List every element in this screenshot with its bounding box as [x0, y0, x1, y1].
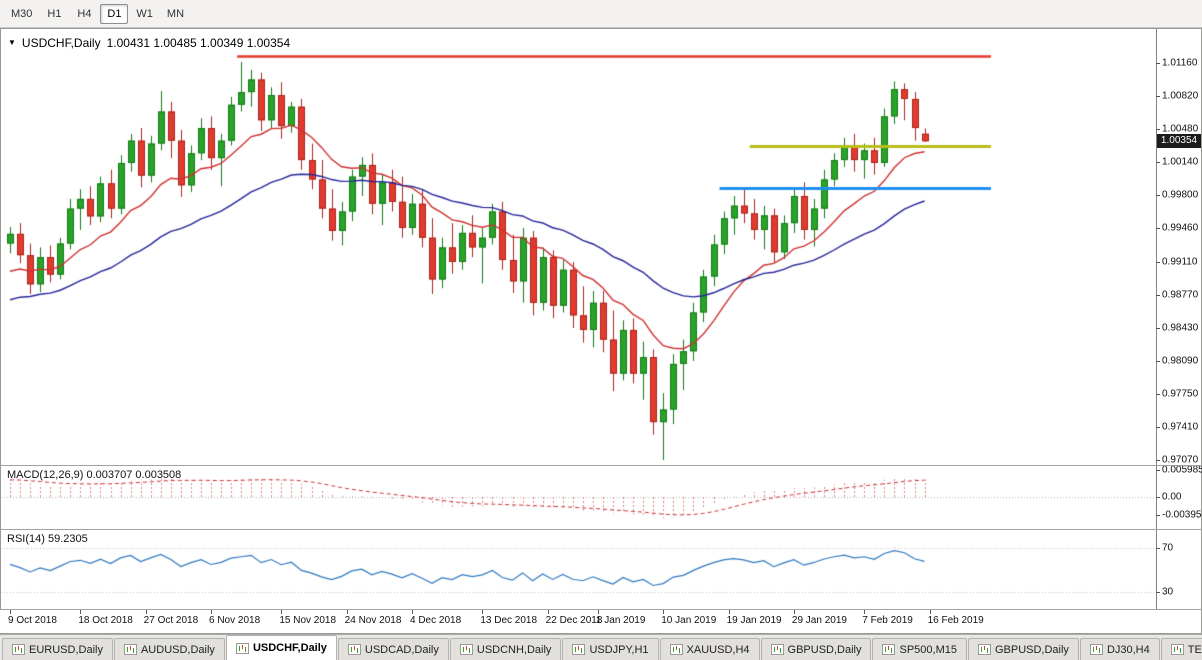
chart-tab-label: USDJPY,H1 [589, 643, 649, 656]
chart-tab-label: DJ30,H4 [1106, 643, 1150, 656]
mini-chart-icon [123, 644, 137, 655]
rsi-indicator-label: RSI(14) 59.2305 [7, 533, 88, 545]
chart-tab-xauusd-h4[interactable]: XAUUSD,H4 [659, 638, 760, 660]
chart-tab-usdcad-daily[interactable]: USDCAD,Daily [337, 638, 449, 660]
symbol-name: USDCHF,Daily [21, 36, 101, 50]
chart-tab-usdchf-daily[interactable]: USDCHF,Daily [225, 635, 337, 660]
chart-tab-label: TECH100,H1 [1187, 643, 1202, 656]
chart-tab-label: XAUUSD,H4 [686, 643, 750, 656]
mini-chart-icon [1089, 644, 1103, 655]
current-price-badge: 1.00354 [1157, 134, 1201, 149]
timeframe-button-h4[interactable]: H4 [77, 7, 92, 20]
chart-tab-label: USDCNH,Daily [476, 643, 552, 656]
mini-chart-icon [572, 644, 586, 655]
timeframe-button-mn[interactable]: MN [166, 7, 185, 20]
mini-chart-icon [1170, 644, 1184, 655]
date-axis-separator [0, 609, 1202, 610]
chart-tab-bar: EURUSD,Daily AUDUSD,Daily USDCHF,Daily USDC… [0, 634, 1202, 660]
mini-chart-icon [669, 644, 683, 655]
mini-chart-icon [347, 644, 361, 655]
mini-chart-icon [977, 644, 991, 655]
chart-title: ▼ USDCHF,Daily 1.00431 1.00485 1.00349 1… [8, 36, 290, 50]
chart-tab-eurusd-daily[interactable]: EURUSD,Daily [2, 638, 113, 660]
chart-tab-label: AUDUSD,Daily [140, 643, 215, 656]
chart-tab-gbpusd-daily[interactable]: GBPUSD,Daily [967, 638, 1079, 660]
chart-tab-label: USDCHF,Daily [252, 642, 327, 654]
chart-tab-label: GBPUSD,Daily [787, 643, 862, 656]
chart-tab-label: EURUSD,Daily [29, 643, 103, 656]
mini-chart-icon [882, 644, 896, 655]
pane-separator-macd[interactable] [0, 465, 1202, 466]
chart-tab-label: USDCAD,Daily [364, 643, 439, 656]
date-axis[interactable] [0, 610, 1201, 633]
mini-chart-icon [12, 644, 25, 655]
timeframe-toolbar: M30 H1 H4 D1 W1 MN [0, 0, 1202, 28]
timeframe-button-m30[interactable]: M30 [11, 7, 33, 20]
chart-tab-label: SP500,M15 [899, 643, 957, 656]
chart-tab-label: GBPUSD,Daily [994, 643, 1069, 656]
ohlc-readout: 1.00431 1.00485 1.00349 1.00354 [106, 36, 291, 50]
chart-tab-usdcnh-daily[interactable]: USDCNH,Daily [449, 638, 562, 660]
chart-tab-gbpusd-daily[interactable]: GBPUSD,Daily [760, 638, 872, 660]
mini-chart-icon [459, 644, 473, 655]
timeframe-button-d1[interactable]: D1 [100, 3, 129, 24]
mini-chart-icon [770, 644, 784, 655]
chart-tab-dj30-h4[interactable]: DJ30,H4 [1079, 638, 1160, 660]
macd-indicator-label: MACD(12,26,9) 0.003707 0.003508 [7, 469, 182, 481]
symbol-dropdown-icon[interactable]: ▼ [8, 38, 16, 47]
mini-chart-icon [235, 642, 249, 654]
pane-separator-rsi[interactable] [0, 529, 1202, 530]
timeframe-button-w1[interactable]: W1 [136, 7, 153, 20]
timeframe-button-h1[interactable]: H1 [47, 7, 62, 20]
chart-tab-tech100-h1[interactable]: TECH100,H1 [1160, 638, 1202, 660]
chart-tab-audusd-daily[interactable]: AUDUSD,Daily [113, 638, 225, 660]
price-scale[interactable] [1156, 29, 1201, 610]
chart-tab-sp500-m15[interactable]: SP500,M15 [872, 638, 967, 660]
chart-tab-usdjpy-h1[interactable]: USDJPY,H1 [562, 638, 659, 660]
